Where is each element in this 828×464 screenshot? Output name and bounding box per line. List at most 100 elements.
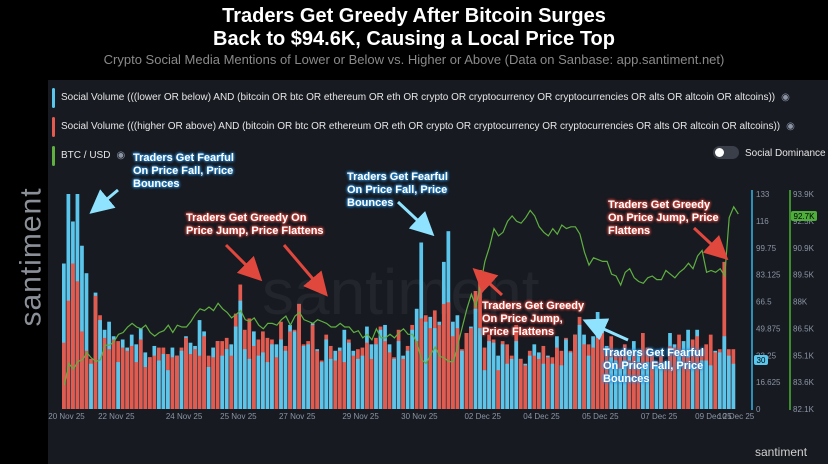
bar-lower bbox=[224, 349, 229, 409]
bar-higher bbox=[197, 355, 202, 409]
bar-higher bbox=[401, 358, 405, 409]
bar-lower bbox=[279, 339, 283, 409]
bar-higher bbox=[555, 347, 559, 409]
bar-lower bbox=[410, 329, 415, 409]
bar-lower bbox=[89, 363, 93, 409]
bar-higher bbox=[107, 349, 111, 409]
bar-higher bbox=[631, 350, 636, 409]
bar-lower bbox=[609, 357, 614, 409]
bar-higher bbox=[464, 333, 469, 409]
bar-lower bbox=[206, 366, 211, 409]
bar-higher bbox=[297, 303, 301, 409]
eye-icon[interactable]: ◉ bbox=[781, 92, 790, 103]
eye-icon[interactable]: ◉ bbox=[786, 121, 795, 132]
social-dominance-toggle[interactable] bbox=[713, 146, 739, 159]
bar-lower bbox=[98, 320, 102, 409]
bar-higher bbox=[143, 366, 148, 409]
bar-lower bbox=[292, 331, 297, 409]
arrow-red-4 bbox=[692, 226, 729, 261]
bar-higher bbox=[125, 350, 130, 409]
bar-lower bbox=[166, 370, 170, 409]
y-left-tick-label: 16.625 bbox=[756, 378, 781, 387]
social-dominance-label: Social Dominance bbox=[745, 148, 826, 159]
bar-lower bbox=[247, 358, 252, 409]
bar-lower bbox=[423, 321, 428, 409]
x-tick-label: 22 Nov 25 bbox=[98, 412, 135, 421]
eye-icon[interactable]: ◉ bbox=[116, 150, 126, 161]
bar-higher bbox=[193, 349, 197, 409]
bar-higher bbox=[681, 354, 686, 409]
bar-higher bbox=[582, 344, 586, 409]
x-tick-label: 20 Nov 25 bbox=[48, 412, 85, 421]
bar-lower bbox=[500, 344, 505, 409]
bar-higher bbox=[600, 333, 605, 409]
bar-lower bbox=[704, 360, 709, 409]
bar-lower bbox=[405, 350, 410, 409]
bar-higher bbox=[129, 345, 134, 409]
bar-higher bbox=[523, 365, 528, 409]
bar-lower bbox=[179, 350, 184, 409]
bar-higher bbox=[93, 295, 98, 409]
annotation-2: Traders Get Greedy On Price Jump, Price F… bbox=[186, 212, 324, 237]
y-right-tick-label: 86.5K bbox=[793, 324, 815, 333]
bar-higher bbox=[66, 300, 71, 409]
bar-higher bbox=[455, 328, 460, 409]
bar-lower bbox=[301, 345, 306, 409]
bar-higher bbox=[111, 339, 116, 409]
bar-higher bbox=[333, 360, 338, 409]
bar-lower bbox=[265, 362, 270, 409]
bar-higher bbox=[288, 331, 292, 409]
bar-higher bbox=[536, 358, 541, 409]
bar-lower bbox=[641, 365, 645, 409]
arrow-blue-2 bbox=[396, 200, 435, 237]
bar-lower bbox=[238, 300, 243, 409]
bar-lower bbox=[541, 363, 546, 409]
bar-lower bbox=[487, 341, 491, 409]
bar-higher bbox=[175, 355, 179, 409]
x-tick-label: 02 Dec 25 bbox=[464, 412, 501, 421]
bar-higher bbox=[62, 342, 66, 409]
bar-lower bbox=[559, 365, 564, 409]
bar-higher bbox=[80, 331, 84, 409]
bar-lower bbox=[319, 362, 324, 409]
bar-lower bbox=[328, 358, 333, 409]
y-right-tick-label: 88K bbox=[793, 298, 808, 307]
bar-higher bbox=[138, 339, 143, 409]
bar-lower bbox=[613, 360, 618, 409]
bar-higher bbox=[84, 350, 89, 409]
bar-lower bbox=[577, 324, 582, 409]
bar-higher bbox=[627, 360, 632, 409]
bar-higher bbox=[342, 362, 347, 409]
bar-higher bbox=[229, 355, 234, 409]
bar-lower bbox=[360, 355, 365, 409]
bar-higher bbox=[451, 336, 455, 409]
bar-higher bbox=[686, 357, 690, 409]
bar-higher bbox=[147, 357, 152, 409]
bar-higher bbox=[251, 345, 256, 409]
y-left-tick-label: 83.125 bbox=[756, 271, 781, 280]
bar-higher bbox=[496, 370, 500, 409]
bar-higher bbox=[668, 345, 672, 409]
bar-lower bbox=[346, 342, 351, 409]
bar-higher bbox=[369, 358, 374, 409]
bar-lower bbox=[261, 352, 265, 409]
bar-higher bbox=[75, 281, 80, 409]
bar-higher bbox=[383, 341, 387, 409]
bar-higher bbox=[722, 261, 727, 409]
x-tick-label: 25 Nov 25 bbox=[220, 412, 257, 421]
bar-lower bbox=[378, 329, 383, 409]
annotation-1: Traders Get Fearful On Price Fall, Price B… bbox=[133, 152, 234, 190]
arrow-red-3 bbox=[472, 267, 504, 297]
bar-lower bbox=[659, 368, 663, 409]
bar-higher bbox=[102, 337, 107, 409]
x-tick-label: 10 Dec 25 bbox=[718, 412, 755, 421]
arrow-red-2 bbox=[282, 244, 328, 297]
bar-lower bbox=[699, 360, 704, 409]
bar-higher bbox=[202, 336, 206, 409]
y-left-tick-label: 0 bbox=[756, 405, 761, 414]
legend-higher-label: Social Volume (((higher OR above) AND (b… bbox=[61, 121, 781, 132]
bar-lower bbox=[396, 341, 401, 409]
bar-lower bbox=[233, 326, 238, 409]
bar-lower bbox=[677, 355, 681, 409]
